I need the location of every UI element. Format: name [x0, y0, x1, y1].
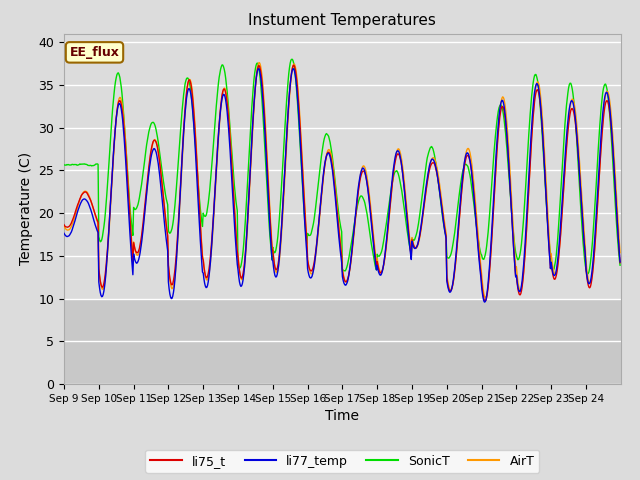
Y-axis label: Temperature (C): Temperature (C) [19, 152, 33, 265]
Text: EE_flux: EE_flux [70, 46, 120, 59]
Legend: li75_t, li77_temp, SonicT, AirT: li75_t, li77_temp, SonicT, AirT [145, 450, 540, 473]
Title: Instument Temperatures: Instument Temperatures [248, 13, 436, 28]
X-axis label: Time: Time [325, 409, 360, 423]
Bar [64, 299, 621, 384]
